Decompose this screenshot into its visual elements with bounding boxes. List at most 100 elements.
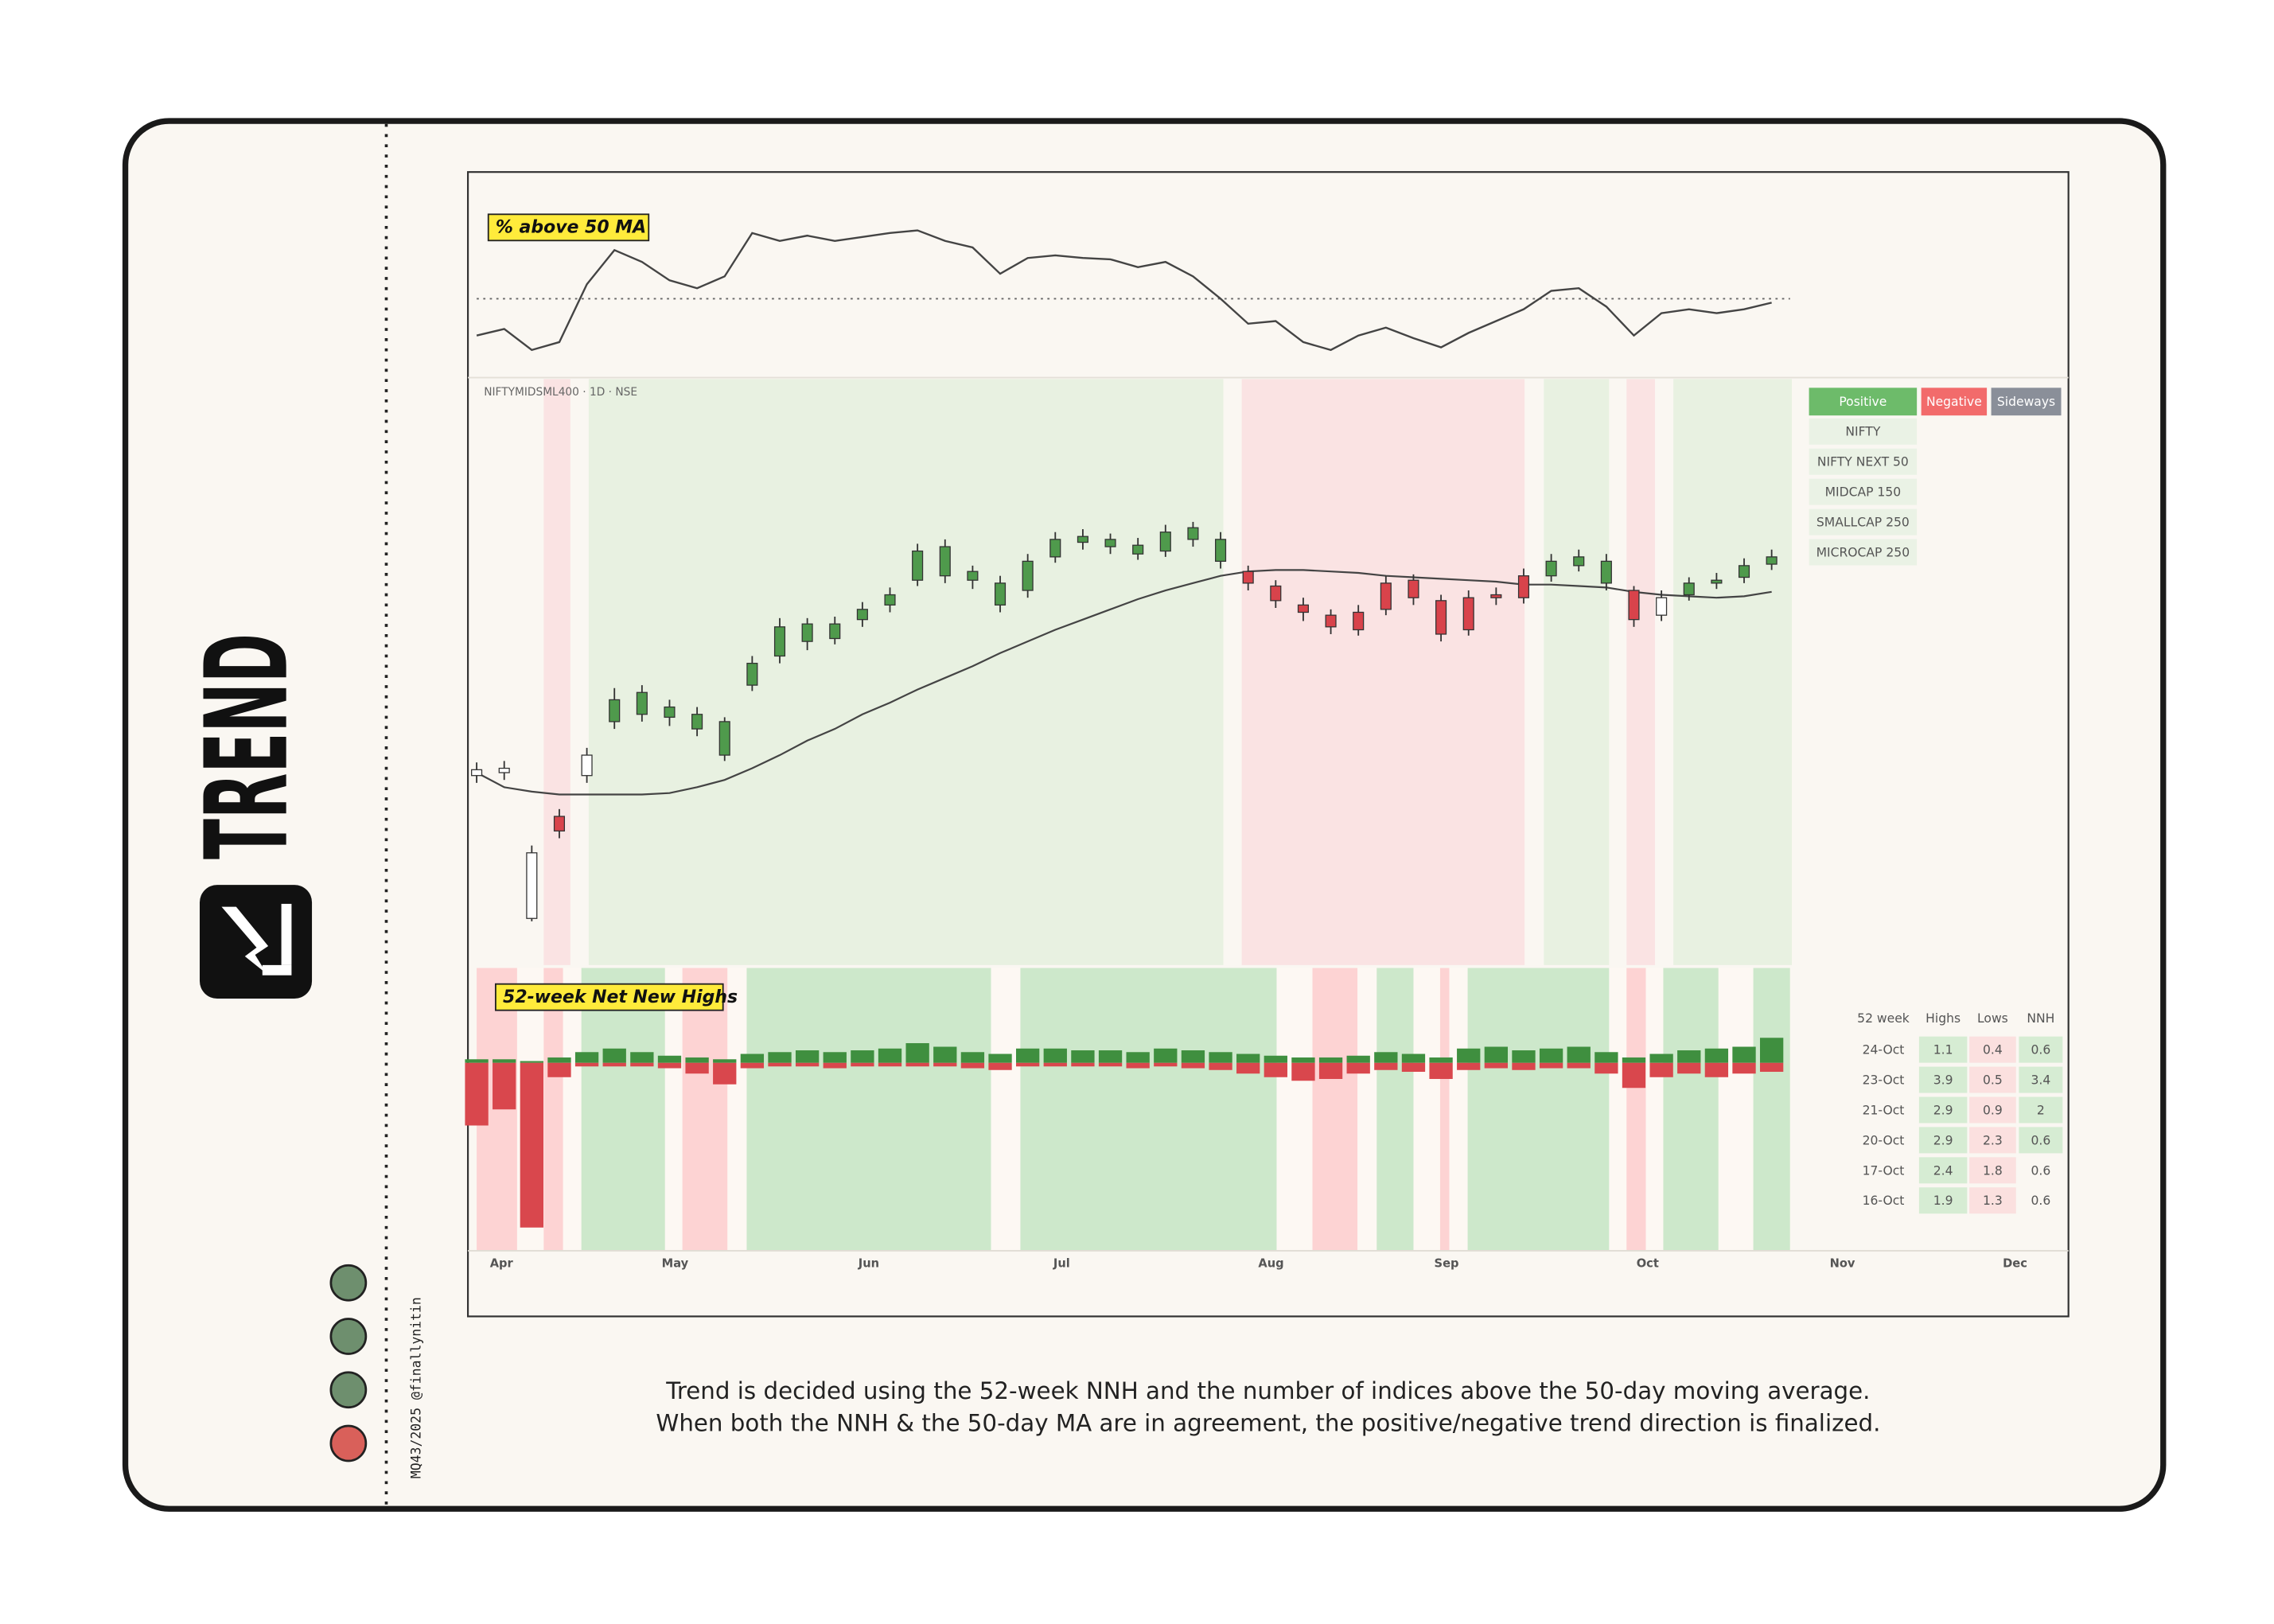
table-cell-bg — [1969, 1157, 2016, 1184]
nnh-bar — [1457, 1048, 1481, 1063]
table-cell: 3.4 — [2031, 1073, 2050, 1087]
ma-pane: % above 50 MA — [468, 213, 2069, 379]
index-name: MICROCAP 250 — [1816, 545, 1910, 559]
moving-average — [476, 569, 1772, 796]
nnh-bar — [933, 1046, 957, 1063]
candle-body — [994, 582, 1007, 606]
table-cell: 0.4 — [1983, 1043, 2003, 1057]
nnh-bar — [465, 1059, 489, 1063]
candle-body — [1766, 556, 1778, 565]
nnh-bar — [1126, 1052, 1150, 1063]
legend-swatch — [1991, 388, 2062, 416]
status-dot — [329, 1318, 368, 1355]
legend-label: Sideways — [1997, 395, 2055, 409]
trend-band — [1376, 968, 1414, 1251]
table-cell: 0.6 — [2031, 1133, 2050, 1147]
table-cell-bg — [1918, 1127, 1968, 1154]
x-tick-label: Nov — [1830, 1256, 1855, 1270]
nnh-bar — [988, 1053, 1012, 1063]
trend-band — [1544, 379, 1610, 965]
trend-band — [581, 968, 665, 1251]
nnh-bar — [768, 1052, 792, 1063]
candle-body — [1517, 575, 1530, 598]
table-cell: 2.3 — [1983, 1133, 2003, 1147]
nnh-bar — [823, 1062, 847, 1069]
candle-body — [1683, 582, 1695, 596]
table-cell-bg — [1969, 1096, 2016, 1124]
x-tick-label: May — [662, 1256, 689, 1270]
x-tick-label: Sep — [1435, 1256, 1459, 1270]
trend-band — [1673, 379, 1793, 965]
nnh-bar — [823, 1052, 847, 1063]
table-cell-bg — [1918, 1157, 1968, 1184]
trend-band — [1626, 968, 1646, 1251]
nnh-bar — [657, 1062, 682, 1069]
trend-band — [588, 379, 1224, 965]
candle-body — [1049, 539, 1061, 558]
nnh-bar — [1209, 1052, 1232, 1063]
index-name: NIFTY — [1845, 425, 1880, 439]
candle-body — [1738, 565, 1750, 578]
candle-body — [1600, 560, 1612, 584]
nnh-bar — [878, 1048, 902, 1063]
status-dot — [329, 1424, 368, 1462]
nnh-bar — [1318, 1057, 1343, 1063]
nnh-bar — [685, 1057, 709, 1063]
table-cell: 24-Oct — [1863, 1043, 1905, 1057]
side-title: TREND — [181, 633, 313, 859]
index-cell — [1809, 418, 1918, 445]
trend-band — [746, 968, 991, 1251]
table-cell: 1.9 — [1933, 1194, 1953, 1208]
candle-body — [691, 714, 703, 730]
nnh-bar — [1264, 1062, 1287, 1077]
table-cell: 0.6 — [2031, 1163, 2050, 1178]
candle-body — [1628, 590, 1640, 621]
candle-body — [1656, 597, 1668, 616]
candle-body — [856, 609, 868, 621]
candle-body — [526, 852, 538, 919]
table-cell: 2.9 — [1933, 1133, 1953, 1147]
credit: MQ43/2025 @finallynitin — [408, 1297, 423, 1478]
nnh-bar — [1374, 1052, 1398, 1063]
legend-swatch — [1921, 388, 1988, 416]
table-cell-bg — [1918, 1187, 1968, 1214]
nnh-bar — [685, 1062, 709, 1074]
nnh-bar — [1704, 1048, 1729, 1063]
nnh-bar — [1759, 1062, 1784, 1073]
index-name: NIFTY NEXT 50 — [1817, 455, 1909, 469]
candle-body — [1270, 585, 1282, 602]
trend-band — [543, 968, 563, 1251]
nnh-bar — [1346, 1062, 1370, 1074]
nnh-bar — [493, 1062, 516, 1110]
nnh-bar — [1429, 1057, 1453, 1063]
candle-body — [471, 769, 483, 777]
nnh-bar — [795, 1062, 820, 1067]
nnh-bar — [1374, 1062, 1398, 1070]
nnh-bar — [574, 1062, 599, 1067]
nnh-bar — [547, 1057, 571, 1063]
candle-body — [1490, 594, 1502, 598]
nnh-bar — [1181, 1062, 1205, 1069]
nnh-bar — [1346, 1055, 1370, 1063]
candle-body — [1408, 579, 1419, 598]
nnh-bar — [547, 1062, 571, 1077]
candle-body — [1353, 611, 1365, 631]
candle-body — [1187, 527, 1199, 540]
nnh-bar — [960, 1062, 985, 1069]
nnh-bar — [1154, 1048, 1178, 1063]
status-dot — [329, 1264, 368, 1302]
table-cell: 2.9 — [1933, 1103, 1953, 1117]
table-cell-bg — [2019, 1036, 2063, 1063]
nnh-bar — [740, 1053, 765, 1063]
table-cell-bg — [2019, 1127, 2063, 1154]
candle-body — [1215, 539, 1227, 563]
candle-body — [1435, 600, 1447, 635]
nnh-pane: 52-week Net New Highs Apr May Jun Jul Aug Sep O… — [465, 968, 2069, 1270]
nnh-bar — [1071, 1062, 1095, 1067]
trend-band — [1312, 968, 1358, 1251]
candle-body — [1711, 579, 1723, 584]
nnh-bar — [713, 1059, 737, 1063]
candle-body — [1545, 560, 1557, 577]
nnh-bar — [1154, 1062, 1178, 1067]
price-pane: NIFTYMIDSML400 · 1D · NSE Positive Negativ… — [471, 379, 2062, 965]
